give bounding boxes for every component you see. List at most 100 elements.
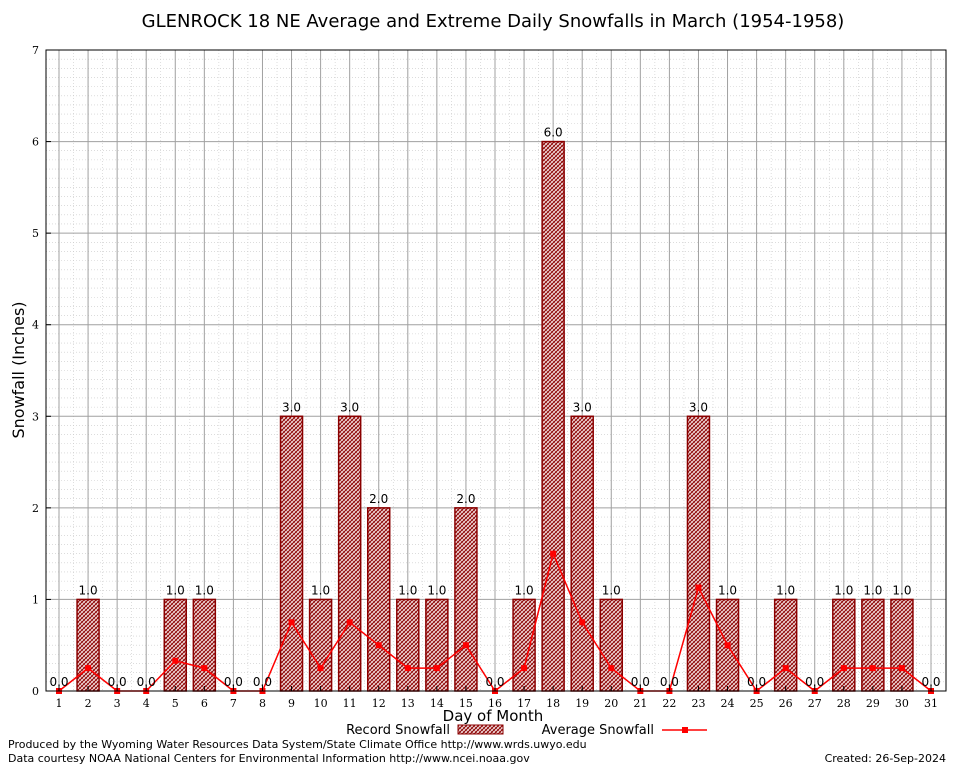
average-snowfall-point	[782, 665, 789, 672]
legend-record-swatch	[457, 724, 504, 735]
x-tick-label: 20	[604, 697, 618, 710]
average-snowfall-point	[346, 619, 353, 626]
record-snowfall-bar	[773, 598, 798, 692]
record-snowfall-bar	[686, 415, 711, 692]
record-snowfall-bar	[163, 598, 188, 692]
x-tick-label: 26	[779, 697, 793, 710]
record-snowfall-bar	[279, 415, 304, 692]
record-snowfall-label: 1.0	[195, 583, 214, 597]
record-snowfall-label: 3.0	[573, 400, 592, 414]
record-snowfall-label: 3.0	[689, 400, 708, 414]
record-snowfall-label: 0.0	[485, 675, 504, 689]
x-tick-label: 4	[143, 697, 150, 710]
x-tick-label: 19	[575, 697, 589, 710]
legend: Record Snowfall Average Snowfall	[346, 723, 707, 738]
data-labels: 0.0 1.0 0.0 0.0 1.0 1.0 0.0 0.0 3.0 1.0 3.0 2.0 1.0 1…	[49, 126, 940, 689]
x-axis-ticks: 1 2 3 4 5 6 7 8 9 10 11 12 13 14 15 16 17 18 19 20 21 22 23 24 2…	[56, 686, 938, 710]
average-snowfall-point	[433, 665, 440, 672]
x-tick-label: 18	[546, 697, 560, 710]
record-snowfall-bar	[337, 415, 362, 692]
x-axis-label: Day of Month	[443, 707, 544, 725]
average-snowfall-point	[840, 665, 847, 672]
record-snowfall-bar	[454, 507, 478, 692]
average-snowfall-point	[375, 642, 382, 649]
y-tick-label: 3	[32, 410, 39, 423]
x-tick-label: 16	[488, 697, 502, 710]
x-tick-label: 13	[401, 697, 415, 710]
y-tick-label: 5	[32, 227, 39, 240]
record-snowfall-label: 0.0	[660, 675, 679, 689]
legend-average-label: Average Snowfall	[542, 723, 654, 738]
record-snowfall-label: 1.0	[311, 583, 330, 597]
record-snowfall-label: 1.0	[892, 583, 911, 597]
record-snowfall-label: 6.0	[544, 126, 563, 140]
average-snowfall-point	[550, 550, 557, 557]
record-snowfall-label: 1.0	[863, 583, 882, 597]
record-snowfall-label: 1.0	[515, 583, 534, 597]
record-snowfall-bar	[890, 598, 914, 692]
x-tick-label: 8	[259, 697, 266, 710]
average-snowfall-point	[404, 665, 411, 672]
x-tick-label: 15	[459, 697, 473, 710]
record-snowfall-label: 1.0	[79, 583, 98, 597]
x-tick-label: 28	[837, 697, 851, 710]
major-gridlines	[46, 50, 946, 691]
y-axis-label: Snowfall (Inches)	[9, 301, 28, 438]
legend-record-label: Record Snowfall	[346, 723, 450, 738]
average-snowfall-point	[869, 665, 876, 672]
record-snowfall-bar	[425, 598, 449, 692]
y-axis-ticks: 0 1 2 3 4 5 6 7	[32, 44, 51, 698]
record-snowfall-label: 1.0	[834, 583, 853, 597]
record-snowfall-label: 3.0	[282, 400, 301, 414]
record-snowfall-label: 1.0	[718, 583, 737, 597]
x-tick-label: 9	[288, 697, 295, 710]
x-tick-label: 1	[56, 697, 63, 710]
record-snowfall-label: 1.0	[602, 583, 621, 597]
x-tick-label: 12	[372, 697, 386, 710]
record-snowfall-label: 1.0	[166, 583, 185, 597]
record-snowfall-label: 0.0	[253, 675, 272, 689]
record-snowfall-label: 1.0	[398, 583, 417, 597]
plot-frame	[45, 49, 947, 692]
chart-title: GLENROCK 18 NE Average and Extreme Daily…	[142, 11, 845, 32]
record-snowfall-bar	[192, 598, 217, 692]
legend-average-marker	[682, 727, 688, 733]
x-tick-label: 3	[114, 697, 121, 710]
x-tick-label: 2	[85, 697, 92, 710]
x-tick-label: 30	[895, 697, 909, 710]
y-tick-label: 1	[32, 593, 39, 606]
x-tick-label: 5	[172, 697, 179, 710]
record-snowfall-label: 2.0	[369, 492, 388, 506]
record-snowfall-label: 0.0	[137, 675, 156, 689]
x-tick-label: 21	[633, 697, 647, 710]
record-snowfall-label: 1.0	[427, 583, 446, 597]
average-snowfall-point	[898, 665, 905, 672]
x-tick-label: 6	[201, 697, 208, 710]
footer-created-date: Created: 26-Sep-2024	[825, 752, 946, 765]
record-snowfall-bar	[366, 507, 391, 692]
record-snowfall-bar	[541, 140, 565, 692]
record-snowfall-label: 0.0	[108, 675, 127, 689]
average-snowfall-point	[521, 665, 528, 672]
x-tick-label: 10	[314, 697, 328, 710]
average-snowfall-point	[288, 619, 295, 626]
record-snowfall-label: 0.0	[631, 675, 650, 689]
y-tick-label: 4	[32, 319, 39, 332]
footer-produced-by: Produced by the Wyoming Water Resources …	[8, 738, 587, 751]
x-tick-label: 27	[808, 697, 822, 710]
x-tick-label: 22	[662, 697, 676, 710]
x-tick-label: 7	[230, 697, 237, 710]
x-tick-label: 23	[691, 697, 705, 710]
record-snowfall-label: 0.0	[921, 675, 940, 689]
record-snowfall-bar	[308, 598, 333, 692]
record-snowfall-label: 1.0	[776, 583, 795, 597]
record-snowfall-bar	[832, 598, 856, 692]
record-snowfall-bar	[396, 598, 420, 692]
record-snowfall-bar	[861, 598, 885, 692]
record-snowfall-bar	[570, 415, 594, 692]
y-tick-label: 7	[32, 44, 39, 57]
average-snowfall-point	[579, 619, 586, 626]
y-tick-label: 0	[32, 685, 39, 698]
record-snowfall-label: 0.0	[747, 675, 766, 689]
